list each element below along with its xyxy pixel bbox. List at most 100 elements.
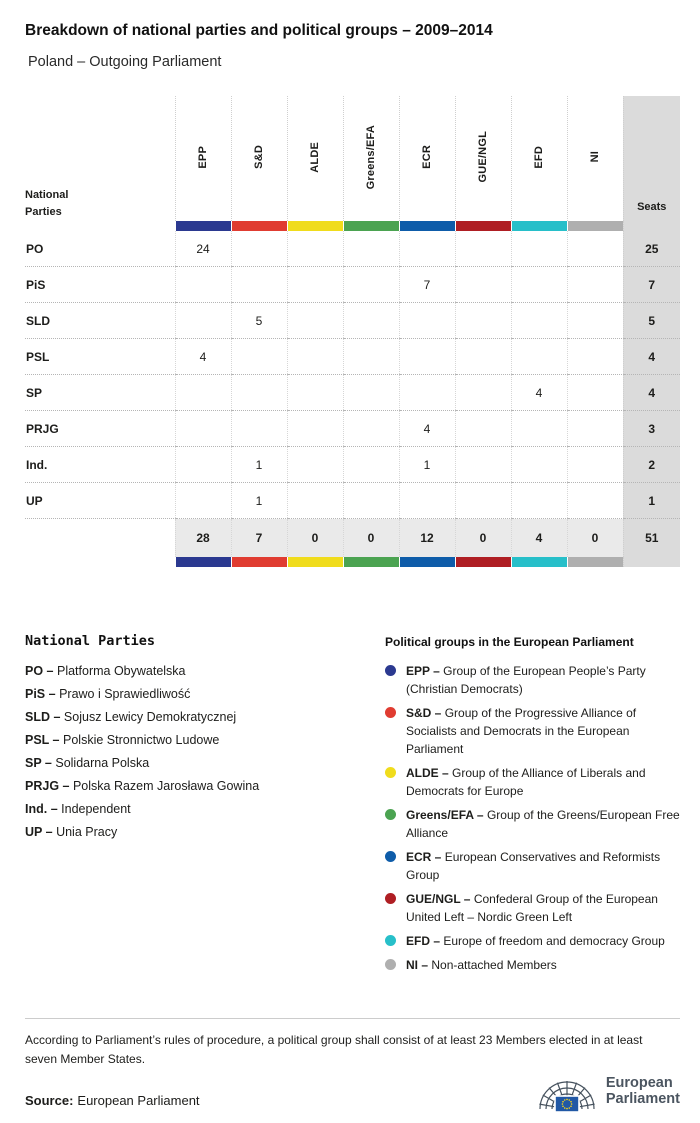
- value-cell: [342, 302, 399, 339]
- party-fullname: Unia Pracy: [56, 825, 118, 839]
- value-cell: [398, 482, 455, 519]
- value-cell: [342, 446, 399, 483]
- group-desc: Non-attached Members: [431, 958, 557, 972]
- group-column-header: NI: [566, 96, 623, 221]
- group-color-bar: [342, 221, 399, 231]
- party-legend-item: PSL – Polskie Stronnictwo Ludowe: [25, 733, 385, 747]
- total-value-cell: 4: [510, 518, 567, 557]
- value-cell: [510, 482, 567, 519]
- group-color-bar: [286, 557, 343, 567]
- value-cell: [286, 482, 343, 519]
- hemicycle-flag-icon: [539, 1081, 595, 1113]
- party-name-cell: UP: [25, 482, 175, 519]
- value-cell: [510, 302, 567, 339]
- party-legend-item: PiS – Prawo i Sprawiedliwość: [25, 687, 385, 701]
- group-abbr: EFD –: [406, 934, 441, 948]
- value-cell: [342, 266, 399, 303]
- value-cell: [174, 482, 231, 519]
- party-abbr: PSL –: [25, 733, 60, 747]
- party-legend-item: SP – Solidarna Polska: [25, 756, 385, 770]
- value-cell: [510, 266, 567, 303]
- group-color-bar: [230, 557, 287, 567]
- value-cell: [454, 410, 511, 447]
- value-cell: [566, 482, 623, 519]
- value-cell: 1: [398, 446, 455, 483]
- group-color-dot: [385, 665, 396, 676]
- header-row: National Parties EPP S&D ALDE Greens/EFA ECR G…: [25, 96, 680, 221]
- group-desc: Group of the Greens/European Free Allian…: [406, 808, 680, 840]
- national-parties-legend-list: PO – Platforma Obywatelska PiS – Prawo i …: [25, 664, 385, 839]
- group-column-header: ECR: [398, 96, 455, 221]
- group-desc: Group of the Alliance of Liberals and De…: [406, 766, 646, 798]
- value-cell: 4: [174, 338, 231, 375]
- group-column-header: ALDE: [286, 96, 343, 221]
- value-cell: [230, 374, 287, 411]
- group-color-bar: [510, 557, 567, 567]
- seats-value-cell: 5: [622, 302, 680, 339]
- group-column-header: EFD: [510, 96, 567, 221]
- value-cell: [230, 338, 287, 375]
- group-color-bar: [454, 557, 511, 567]
- party-name-cell: PSL: [25, 338, 175, 375]
- group-color-bar: [398, 221, 455, 231]
- value-cell: [174, 410, 231, 447]
- group-column-header: EPP: [174, 96, 231, 221]
- value-cell: [454, 302, 511, 339]
- value-cell: [398, 374, 455, 411]
- seats-value-cell: 7: [622, 266, 680, 303]
- value-cell: [174, 266, 231, 303]
- european-parliament-logo: European Parliament: [534, 1068, 680, 1114]
- value-cell: [566, 231, 623, 267]
- value-cell: [286, 374, 343, 411]
- party-legend-item: Ind. – Independent: [25, 802, 385, 816]
- table-row: PO 24 25: [25, 231, 680, 267]
- value-cell: [230, 231, 287, 267]
- seats-value-cell: 25: [622, 231, 680, 267]
- value-cell: [454, 338, 511, 375]
- value-cell: [510, 446, 567, 483]
- value-cell: [286, 302, 343, 339]
- party-abbr: SP –: [25, 756, 52, 770]
- seats-value-cell: 4: [622, 374, 680, 411]
- group-abbr: ECR –: [406, 850, 442, 864]
- group-color-bar: [342, 557, 399, 567]
- table-row: Ind. 1 1 2: [25, 446, 680, 483]
- group-desc: Confederal Group of the European United …: [406, 892, 658, 924]
- total-value-cell: 0: [454, 518, 511, 557]
- party-fullname: Platforma Obywatelska: [56, 664, 186, 678]
- breakdown-table: National Parties EPP S&D ALDE Greens/EFA ECR G…: [25, 96, 680, 567]
- total-seats-cell: 51: [622, 518, 680, 557]
- party-name-cell: PiS: [25, 266, 175, 303]
- seats-value-cell: 2: [622, 446, 680, 483]
- value-cell: [174, 302, 231, 339]
- party-fullname: Solidarna Polska: [55, 756, 150, 770]
- value-cell: [398, 338, 455, 375]
- value-cell: [566, 410, 623, 447]
- party-legend-item: UP – Unia Pracy: [25, 825, 385, 839]
- value-cell: [454, 374, 511, 411]
- table-row: SLD 5 5: [25, 302, 680, 339]
- page-title: Breakdown of national parties and politi…: [25, 22, 493, 39]
- party-legend-item: SLD – Sojusz Lewicy Demokratycznej: [25, 710, 385, 724]
- party-abbr: SLD –: [25, 710, 61, 724]
- group-abbr: ALDE –: [406, 766, 449, 780]
- value-cell: [286, 266, 343, 303]
- table-row: PSL 4 4: [25, 338, 680, 375]
- value-cell: [342, 482, 399, 519]
- party-fullname: Independent: [61, 802, 131, 816]
- source-line: Source: European Parliament: [25, 1093, 200, 1108]
- group-desc: European Conservatives and Reformists Gr…: [406, 850, 661, 882]
- seats-value-cell: 1: [622, 482, 680, 519]
- group-abbr: NI –: [406, 958, 429, 972]
- group-color-bar: [286, 221, 343, 231]
- party-abbr: Ind. –: [25, 802, 58, 816]
- group-color-bar: [566, 221, 623, 231]
- group-abbr: S&D –: [406, 706, 442, 720]
- value-cell: 1: [230, 446, 287, 483]
- value-cell: [510, 338, 567, 375]
- value-cell: 24: [174, 231, 231, 267]
- party-abbr: UP –: [25, 825, 53, 839]
- value-cell: [398, 302, 455, 339]
- national-parties-legend-heading: National Parties: [25, 633, 156, 649]
- group-legend-item: GUE/NGL – Confederal Group of the Europe…: [385, 890, 680, 926]
